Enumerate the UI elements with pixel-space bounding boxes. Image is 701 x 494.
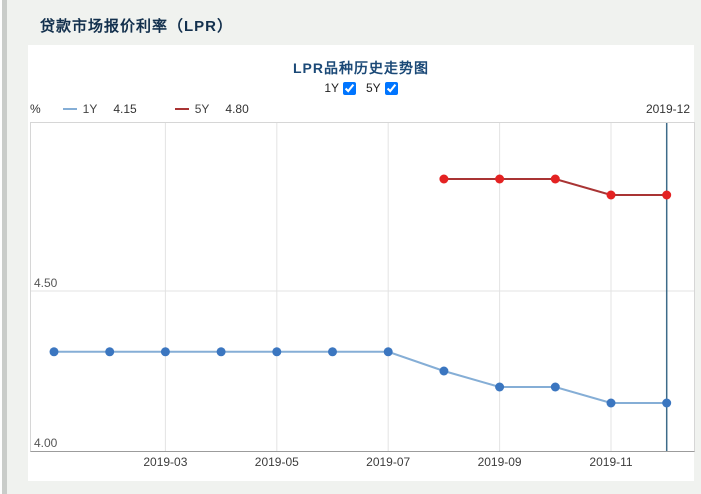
series-line-1Y xyxy=(54,350,667,404)
x-tick-label: 2019-05 xyxy=(254,455,299,469)
data-point-5Y-2019-12[interactable] xyxy=(662,190,672,200)
legend-swatch-5y xyxy=(174,108,189,110)
y-tick-label: 4.00 xyxy=(34,436,58,450)
plot-area: 4.50 4.00 2019-03 2019-05 2019-07 2019-09 2019… xyxy=(30,122,695,469)
x-tick-label: 2019-03 xyxy=(143,455,188,469)
legend-value-5y: 4.80 xyxy=(225,102,249,116)
legend-name-5y: 5Y xyxy=(194,102,210,116)
page-title: 贷款市场报价利率（LPR） xyxy=(40,18,234,35)
legend-name-1y: 1Y xyxy=(82,102,98,116)
plot-svg xyxy=(31,123,694,451)
series-toggle-row: 1Y 5Y xyxy=(28,79,694,97)
chart-title: LPR品种历史走势图 xyxy=(293,60,429,76)
data-point-1Y-2019-12[interactable] xyxy=(662,398,672,408)
legend-row: % 1Y 4.15 5Y 4.80 2019-12 xyxy=(30,101,690,117)
data-point-1Y-2019-01[interactable] xyxy=(49,347,59,357)
data-point-5Y-2019-09[interactable] xyxy=(495,174,505,184)
x-tick-label: 2019-07 xyxy=(366,455,411,469)
legend-swatch-1y xyxy=(62,108,77,110)
data-point-5Y-2019-10[interactable] xyxy=(550,174,560,184)
series-toggle-5y: 5Y xyxy=(366,81,398,95)
data-point-5Y-2019-11[interactable] xyxy=(606,190,616,200)
data-point-1Y-2019-06[interactable] xyxy=(328,347,337,357)
series-toggle-1y-label: 1Y xyxy=(324,81,339,95)
data-point-1Y-2019-03[interactable] xyxy=(160,347,170,357)
series-checkbox-5y[interactable] xyxy=(384,81,398,95)
data-point-1Y-2019-11[interactable] xyxy=(606,398,616,408)
y-axis-unit-label: % xyxy=(30,102,41,116)
series-toggle-5y-label: 5Y xyxy=(366,81,381,95)
data-point-1Y-2019-10[interactable] xyxy=(550,382,560,392)
series-checkbox-1y[interactable] xyxy=(343,81,356,95)
legend-value-1y: 4.15 xyxy=(113,102,137,116)
data-point-1Y-2019-02[interactable] xyxy=(105,347,115,357)
current-date-label: 2019-12 xyxy=(645,102,690,116)
window-edge xyxy=(2,0,7,494)
data-point-1Y-2019-04[interactable] xyxy=(216,347,226,357)
window-edge-highlight xyxy=(0,0,2,494)
data-point-1Y-2019-07[interactable] xyxy=(383,347,393,357)
y-tick-label: 4.50 xyxy=(34,276,58,290)
x-tick-label: 2019-11 xyxy=(589,455,633,469)
series-toggle-1y: 1Y xyxy=(324,81,356,95)
data-point-1Y-2019-08[interactable] xyxy=(439,366,449,376)
chart-card: LPR品种历史走势图 1Y 5Y % 1Y 4.15 5Y 4.80 2019-… xyxy=(28,45,695,481)
data-point-5Y-2019-08[interactable] xyxy=(439,174,449,184)
x-tick-label: 2019-09 xyxy=(477,455,522,469)
data-point-1Y-2019-09[interactable] xyxy=(495,382,505,392)
data-point-1Y-2019-05[interactable] xyxy=(272,347,282,357)
